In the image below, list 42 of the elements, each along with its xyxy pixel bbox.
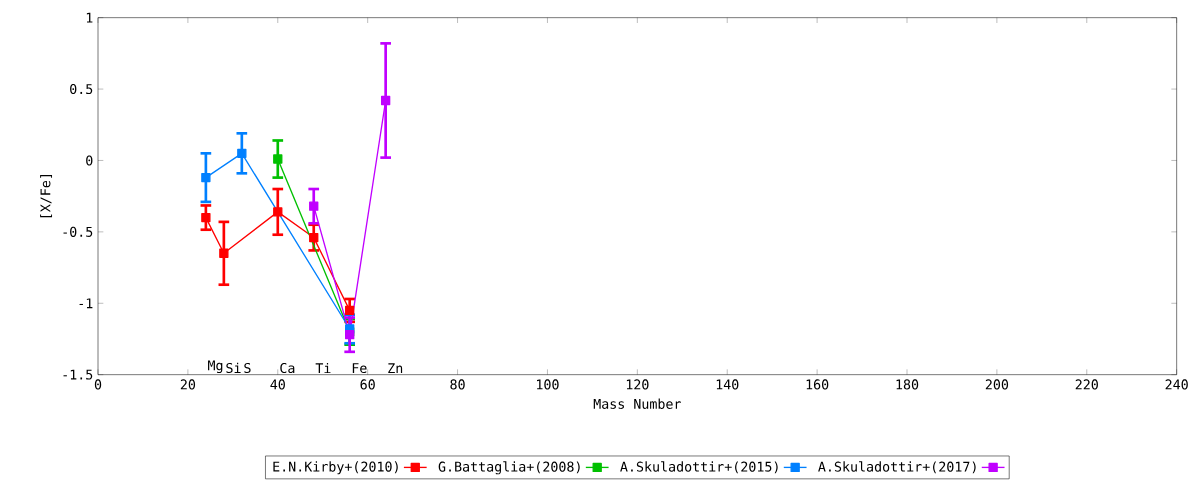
x-tick-label: 140: [716, 379, 739, 390]
y-tick-label: -1: [79, 298, 93, 309]
y-tick-label: 1: [86, 12, 93, 23]
annotation: Ca: [280, 362, 295, 374]
point: [273, 207, 283, 217]
point: [219, 248, 229, 258]
y-tick-label: -1.5: [63, 369, 93, 380]
point: [201, 212, 211, 223]
x-tick-label: 100: [537, 379, 559, 390]
y-tick-label: 0.5: [70, 84, 93, 95]
point: [237, 148, 247, 158]
y-tick-label: 0: [86, 155, 93, 166]
annotation: Mg: [208, 360, 223, 374]
x-tick-label: 160: [806, 379, 829, 390]
point: [345, 305, 355, 316]
x-tick-label: 180: [896, 379, 919, 390]
annotation: Fe: [352, 363, 367, 374]
x-tick-label: 0: [94, 379, 102, 390]
annotation: Ti: [315, 362, 331, 374]
y-tick-label: -0.5: [63, 226, 93, 237]
annotation: S: [244, 362, 251, 374]
x-tick-label: 80: [450, 379, 465, 390]
x-axis-title: Mass Number: [593, 398, 681, 409]
x-tick-label: 240: [1165, 379, 1188, 390]
annotation: Si: [226, 362, 241, 374]
point: [380, 95, 391, 106]
y-axis-title: [X/Fe]: [40, 175, 53, 218]
point: [273, 154, 283, 164]
annotation: Zn: [388, 363, 403, 374]
x-tick-label: 220: [1075, 379, 1098, 390]
point: [309, 232, 319, 243]
legend-label: E.N.Kirby+(2010): [273, 461, 398, 475]
legend-label: A.Skuladottir+(2015): [620, 461, 778, 474]
point: [201, 172, 211, 183]
legend-label: A.Skuladottir+(2017): [818, 461, 976, 474]
point: [309, 201, 319, 211]
x-tick-label: 120: [626, 379, 649, 390]
legend-label: G.Battaglia+(2008): [438, 461, 580, 475]
x-tick-label: 20: [180, 379, 196, 390]
x-tick-label: 200: [985, 379, 1009, 390]
x-tick-label: 40: [270, 379, 285, 390]
x-tick-label: 60: [360, 379, 375, 390]
